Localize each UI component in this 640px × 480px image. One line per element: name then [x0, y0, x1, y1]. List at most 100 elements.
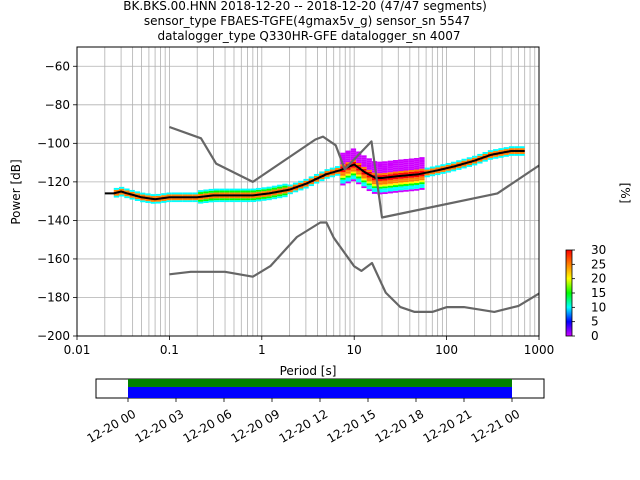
timeline-tick-label: 12-20 12 — [277, 407, 331, 446]
histogram-cell — [371, 174, 378, 177]
histogram-cell — [440, 169, 446, 172]
histogram-cell — [424, 167, 430, 170]
histogram-cell — [219, 198, 225, 201]
histogram-cell — [345, 162, 351, 165]
histogram-cell — [176, 200, 183, 203]
histogram-cell — [345, 167, 351, 170]
chart-title-line-2: sensor_type FBAES-TGFE(4gmax5v_g) sensor… — [144, 14, 470, 28]
histogram-cell — [145, 193, 151, 196]
histogram-cell — [414, 161, 420, 164]
histogram-cell — [508, 153, 515, 156]
timeline-tick-label: 12-20 06 — [181, 407, 235, 446]
histogram-cell — [345, 177, 351, 180]
histogram-cell — [419, 159, 425, 161]
histogram-cell — [456, 162, 462, 165]
histogram-cell — [361, 168, 367, 171]
timeline-tick-label: 12-21 00 — [469, 407, 523, 446]
histogram-cell — [382, 174, 388, 177]
histogram-cell — [371, 180, 378, 183]
histogram-cell — [514, 153, 520, 156]
histogram-cell — [277, 196, 283, 199]
histogram-cell — [382, 186, 388, 189]
histogram-cell — [134, 193, 141, 196]
histogram-cell — [250, 190, 257, 193]
histogram-cell — [514, 152, 520, 154]
histogram-cell — [340, 160, 346, 163]
histogram-cell — [345, 175, 351, 178]
histogram-cell — [277, 188, 283, 191]
histogram-cell — [440, 166, 446, 169]
histogram-cell — [219, 192, 225, 195]
histogram-cell — [366, 179, 372, 182]
histogram-cell — [435, 165, 441, 168]
histogram-cell — [398, 178, 404, 181]
histogram-cell — [119, 192, 125, 195]
histogram-cell — [498, 150, 504, 152]
histogram-cell — [198, 193, 204, 196]
histogram-cell — [113, 193, 120, 196]
histogram-cell — [366, 189, 372, 192]
histogram-cell — [445, 168, 451, 171]
histogram-cell — [371, 188, 378, 191]
timeline-bars — [128, 379, 512, 398]
histogram-cell — [345, 152, 351, 155]
histogram-cell — [182, 192, 188, 195]
histogram-cell — [419, 184, 425, 187]
histogram-cell — [234, 190, 241, 193]
histogram-cell — [282, 195, 288, 198]
histogram-cell — [350, 175, 357, 178]
histogram-cell — [414, 183, 420, 185]
histogram-cell — [361, 186, 367, 189]
histogram-cell — [414, 171, 420, 174]
histogram-cell — [124, 194, 130, 197]
histogram-cell — [224, 196, 230, 199]
histogram-cell — [345, 171, 351, 174]
histogram-cell — [414, 169, 420, 172]
histogram-cell — [266, 198, 272, 201]
histogram-cell — [408, 187, 415, 190]
histogram-cell — [271, 185, 278, 188]
histogram-cell — [234, 200, 241, 203]
histogram-cell — [345, 179, 351, 182]
histogram-cell — [472, 155, 478, 158]
mode-line — [104, 150, 525, 201]
histogram-cell — [308, 182, 314, 185]
histogram-cell — [256, 189, 262, 192]
histogram-cell — [382, 190, 388, 193]
histogram-cell — [377, 163, 383, 166]
histogram-cell — [414, 163, 420, 166]
histogram-cell — [250, 188, 257, 191]
histogram-cell — [287, 184, 293, 187]
histogram-cell — [392, 190, 399, 193]
histogram-cell — [340, 175, 346, 178]
histogram-cell — [382, 184, 388, 187]
histogram-cell — [519, 146, 525, 149]
histogram-cell — [398, 165, 404, 168]
histogram-cell — [208, 196, 214, 199]
histogram-cell — [345, 154, 351, 157]
histogram-cell — [398, 190, 404, 193]
data-lines — [104, 125, 540, 313]
histogram-cell — [161, 193, 167, 196]
histogram-cell — [340, 156, 346, 159]
histogram-cell — [419, 182, 425, 185]
histogram-cell — [250, 192, 257, 195]
histogram-cell — [119, 194, 125, 197]
histogram-cell — [414, 165, 420, 168]
chart-title-line-3: datalogger_type Q330HR-GFE datalogger_sn… — [158, 29, 461, 43]
histogram-cell — [292, 184, 299, 187]
histogram-cell — [303, 184, 309, 187]
histogram-cell — [387, 177, 393, 180]
histogram-cell — [340, 171, 346, 174]
histogram-cell — [213, 200, 220, 203]
histogram-cell — [224, 190, 230, 193]
histogram-cell — [403, 160, 409, 163]
x-tick-label: 10 — [347, 343, 362, 357]
histogram-cell — [166, 200, 172, 203]
histogram-cell — [203, 201, 209, 203]
timeline-tick-label: 12-20 09 — [229, 407, 283, 446]
histogram-cell — [403, 164, 409, 167]
histogram-cell — [392, 167, 399, 170]
